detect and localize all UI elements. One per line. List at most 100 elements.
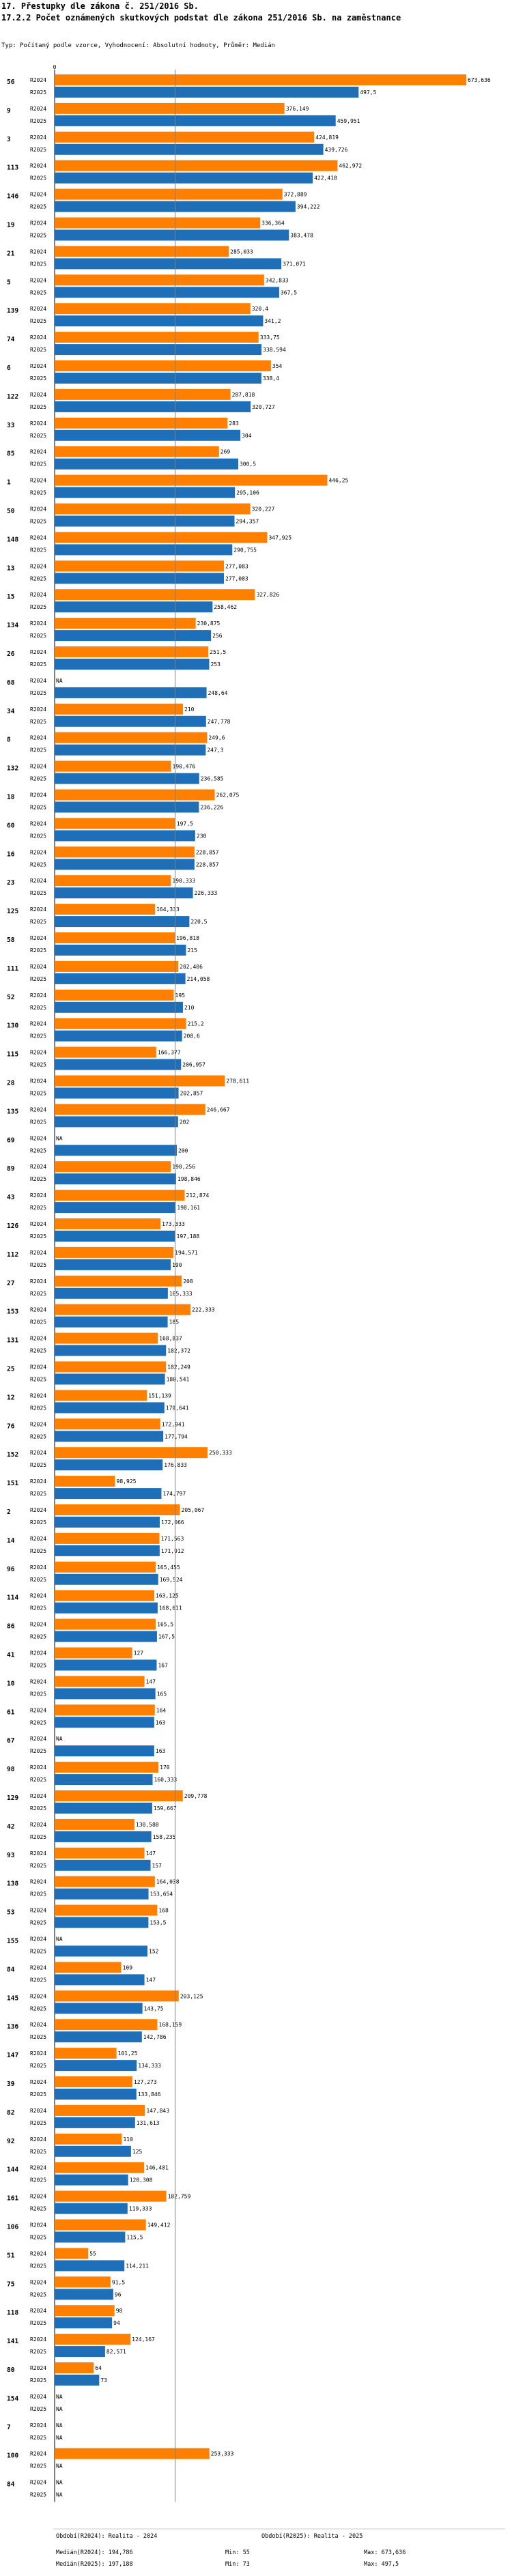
- data-label: 341,2: [264, 318, 281, 324]
- data-label: 253: [210, 661, 221, 668]
- bar-r2025: [55, 1917, 149, 1928]
- data-label: 157: [152, 1863, 162, 1869]
- category-label: 58: [7, 936, 15, 944]
- series-label: R2025: [30, 2235, 46, 2241]
- category-label: 1: [7, 479, 11, 487]
- bar-r2025: [55, 2089, 137, 2100]
- data-label: 249,6: [208, 735, 225, 741]
- series-label: R2025: [30, 661, 46, 668]
- category-label: 126: [7, 1222, 18, 1230]
- category-label: 111: [7, 965, 18, 973]
- series-label: R2025: [30, 1119, 46, 1125]
- bar-r2025: [55, 544, 233, 556]
- series-label: R2024: [30, 1622, 46, 1628]
- series-label: R2024: [30, 1450, 46, 1456]
- series-label: R2024: [30, 2050, 46, 2057]
- bar-r2024: [55, 2334, 131, 2345]
- series-label: R2024: [30, 792, 46, 799]
- data-label: 147: [146, 1678, 156, 1685]
- series-label: R2025: [30, 747, 46, 754]
- series-label: R2024: [30, 2308, 46, 2314]
- bar-r2024: [55, 1018, 186, 1029]
- bar-r2025: [55, 1202, 176, 1214]
- data-label: 269: [221, 449, 231, 455]
- series-label: R2025: [30, 490, 46, 496]
- series-label: R2025: [30, 1176, 46, 1182]
- data-label: 446,25: [328, 478, 348, 484]
- series-label: R2025: [30, 2377, 46, 2384]
- data-label: 394,222: [297, 204, 320, 210]
- series-label: R2024: [30, 1192, 46, 1199]
- data-label: 73: [100, 2377, 107, 2384]
- category-label: 13: [7, 564, 15, 572]
- data-label: NA: [56, 2406, 63, 2412]
- data-label: 82,571: [106, 2349, 126, 2355]
- bar-r2025: [55, 287, 279, 298]
- bar-r2024: [55, 1418, 160, 1430]
- bar-r2025: [55, 573, 225, 584]
- series-label: R2024: [30, 420, 46, 427]
- series-label: R2025: [30, 375, 46, 382]
- category-label: 3: [7, 136, 11, 143]
- series-label: R2024: [30, 2165, 46, 2171]
- data-label: 125: [132, 2149, 143, 2155]
- series-label: R2024: [30, 1478, 46, 1485]
- data-label: 196,818: [176, 935, 199, 941]
- bar-r2024: [55, 1847, 145, 1859]
- series-label: R2024: [30, 1278, 46, 1285]
- bar-r2025: [55, 1001, 183, 1013]
- series-label: R2024: [30, 306, 46, 312]
- series-label: R2024: [30, 248, 46, 255]
- category-label: 144: [7, 2166, 18, 2174]
- series-label: R2024: [30, 2422, 46, 2429]
- data-label: 168,611: [159, 1605, 182, 1612]
- bar-r2024: [55, 274, 264, 286]
- data-label: 142,786: [143, 2034, 167, 2040]
- series-label: R2025: [30, 1033, 46, 1040]
- series-label: R2024: [30, 1993, 46, 1999]
- series-label: R2024: [30, 592, 46, 598]
- bar-r2024: [55, 2219, 146, 2231]
- category-label: 139: [7, 307, 18, 315]
- data-label: NA: [56, 678, 63, 684]
- footer-period-2025: Období(R2025): Realita - 2025: [261, 2533, 363, 2540]
- series-label: R2025: [30, 118, 46, 124]
- series-label: R2024: [30, 163, 46, 169]
- data-label: 185: [169, 1319, 180, 1326]
- series-label: R2024: [30, 534, 46, 541]
- bar-r2025: [55, 1345, 167, 1356]
- series-label: R2024: [30, 764, 46, 770]
- data-label: 497,5: [360, 89, 376, 96]
- data-label: 383,478: [290, 233, 313, 239]
- category-label: 154: [7, 2395, 18, 2403]
- series-label: R2025: [30, 2063, 46, 2069]
- bar-r2024: [55, 417, 228, 429]
- data-label: 367,5: [281, 289, 297, 296]
- data-label: 210: [184, 1005, 195, 1011]
- data-label: 209,778: [184, 1793, 208, 1799]
- category-label: 39: [7, 2080, 15, 2088]
- bar-r2024: [55, 2048, 117, 2059]
- series-label: R2024: [30, 2022, 46, 2028]
- category-label: 98: [7, 1766, 15, 1773]
- category-label: 7: [7, 2424, 11, 2431]
- category-label: 76: [7, 1422, 15, 1430]
- series-label: R2025: [30, 147, 46, 153]
- data-label: 215,2: [188, 1021, 204, 1027]
- bar-r2024: [55, 2248, 89, 2259]
- data-label: 190,333: [172, 878, 195, 884]
- series-label: R2024: [30, 849, 46, 855]
- category-label: 56: [7, 78, 15, 86]
- bar-r2025: [55, 2289, 113, 2300]
- series-label: R2025: [30, 404, 46, 410]
- data-label: 170: [160, 1764, 170, 1771]
- series-label: R2024: [30, 2108, 46, 2114]
- data-label: 287,818: [232, 392, 255, 398]
- data-label: 167,5: [158, 1634, 175, 1640]
- bar-r2025: [55, 1316, 168, 1328]
- bar-r2024: [55, 1046, 156, 1058]
- bar-r2025: [55, 2375, 100, 2386]
- category-label: 151: [7, 1480, 18, 1487]
- series-label: R2024: [30, 134, 46, 141]
